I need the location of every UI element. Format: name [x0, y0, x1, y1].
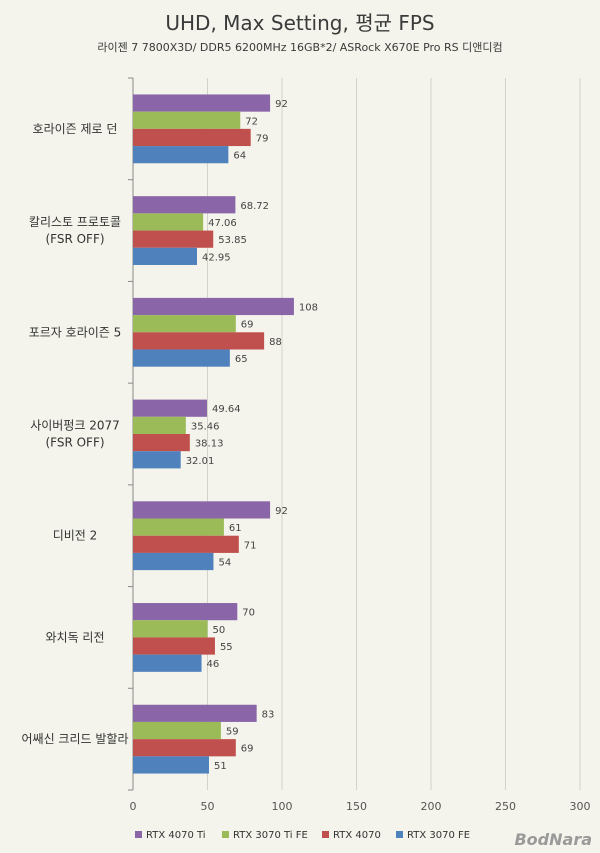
- data-label: 64: [233, 151, 246, 162]
- category-label: 칼리스토 프로토콜: [29, 215, 121, 229]
- category-label: 와치독 리전: [45, 630, 104, 644]
- bar: [133, 721, 221, 740]
- x-tick-label: 150: [346, 800, 367, 813]
- bar: [133, 146, 229, 164]
- data-label: 70: [242, 608, 255, 619]
- x-tick-label: 0: [130, 800, 137, 813]
- data-label: 54: [218, 558, 231, 569]
- x-axis-ticks: 0 50 100 150 200 250 300: [130, 800, 591, 813]
- bar: [133, 704, 257, 722]
- x-tick-label: 50: [201, 800, 215, 813]
- legend-label: RTX 3070 Ti FE: [233, 830, 308, 841]
- grid-lines: [128, 77, 581, 791]
- data-label: 38.13: [195, 439, 224, 450]
- legend-swatch: [135, 831, 142, 838]
- category-label: 디비전 2: [53, 529, 98, 543]
- category-label: (FSR OFF): [45, 232, 104, 246]
- legend-swatch: [396, 831, 403, 838]
- data-label: 69: [241, 320, 254, 331]
- legend-label: RTX 3070 FE: [407, 830, 470, 841]
- bar: [133, 654, 202, 672]
- bar: [133, 451, 181, 469]
- bar: [133, 247, 197, 265]
- bar: [133, 637, 215, 655]
- chart-subtitle: 라이젠 7 7800X3D/ DDR5 6200MHz 16GB*2/ ASRo…: [97, 41, 502, 54]
- data-label: 46: [207, 659, 220, 670]
- data-label: 59: [226, 727, 239, 738]
- x-tick-label: 200: [421, 800, 442, 813]
- bar: [133, 416, 186, 434]
- bar: [133, 535, 239, 553]
- bar: [133, 128, 251, 147]
- data-label: 92: [275, 99, 288, 110]
- bar: [133, 552, 214, 571]
- category-label: 사이버펑크 2077: [30, 419, 120, 433]
- category-label: 호라이즌 제로 던: [33, 122, 118, 136]
- data-label: 50: [213, 625, 226, 636]
- data-label: 42.95: [202, 252, 231, 263]
- data-label: 55: [220, 642, 233, 653]
- data-label: 88: [269, 337, 282, 348]
- legend-label: RTX 4070 Ti: [146, 830, 206, 841]
- data-label: 61: [229, 523, 242, 534]
- x-tick-label: 300: [570, 800, 591, 813]
- data-label: 53.85: [218, 235, 247, 246]
- bar: [133, 756, 209, 774]
- data-label: 108: [299, 302, 318, 313]
- bar: [133, 297, 294, 316]
- data-label: 71: [244, 540, 257, 551]
- bar: [133, 111, 241, 129]
- bar: [133, 603, 238, 621]
- data-label: 83: [262, 709, 275, 720]
- bar: [133, 230, 214, 248]
- data-label: 69: [241, 744, 254, 755]
- bar: [133, 501, 271, 519]
- x-tick-label: 250: [495, 800, 516, 813]
- bar: [133, 332, 265, 350]
- watermark-logo: BodNara: [514, 830, 592, 849]
- bar: [133, 349, 230, 367]
- x-tick-label: 100: [272, 800, 293, 813]
- bar: [133, 620, 208, 638]
- legend-label: RTX 4070: [333, 830, 381, 841]
- chart-title: UHD, Max Setting, 평균 FPS: [165, 11, 434, 35]
- data-label: 35.46: [191, 421, 220, 432]
- category-label: 어쌔신 크리드 발할라: [22, 732, 129, 746]
- bar: [133, 94, 271, 112]
- category-label: (FSR OFF): [45, 436, 104, 450]
- data-label: 72: [245, 116, 258, 127]
- legend-swatch: [222, 831, 229, 838]
- data-label: 51: [214, 761, 227, 772]
- bar: [133, 739, 236, 757]
- bar: [133, 196, 236, 214]
- data-label: 68.72: [240, 201, 269, 212]
- bar: [133, 315, 236, 333]
- legend-swatch: [322, 831, 329, 838]
- data-label: 79: [256, 133, 269, 144]
- data-label: 49.64: [212, 404, 241, 415]
- bar: [133, 518, 224, 536]
- data-label: 47.06: [208, 218, 237, 229]
- bar: [133, 399, 207, 417]
- category-label: 포르자 호라이즌 5: [29, 325, 122, 339]
- data-label: 92: [275, 506, 288, 517]
- legend: RTX 4070 Ti RTX 3070 Ti FE RTX 4070 RTX 307…: [135, 830, 470, 841]
- data-label: 32.01: [186, 456, 215, 467]
- bar: [133, 213, 204, 231]
- bar: [133, 434, 190, 452]
- data-label: 65: [235, 354, 248, 365]
